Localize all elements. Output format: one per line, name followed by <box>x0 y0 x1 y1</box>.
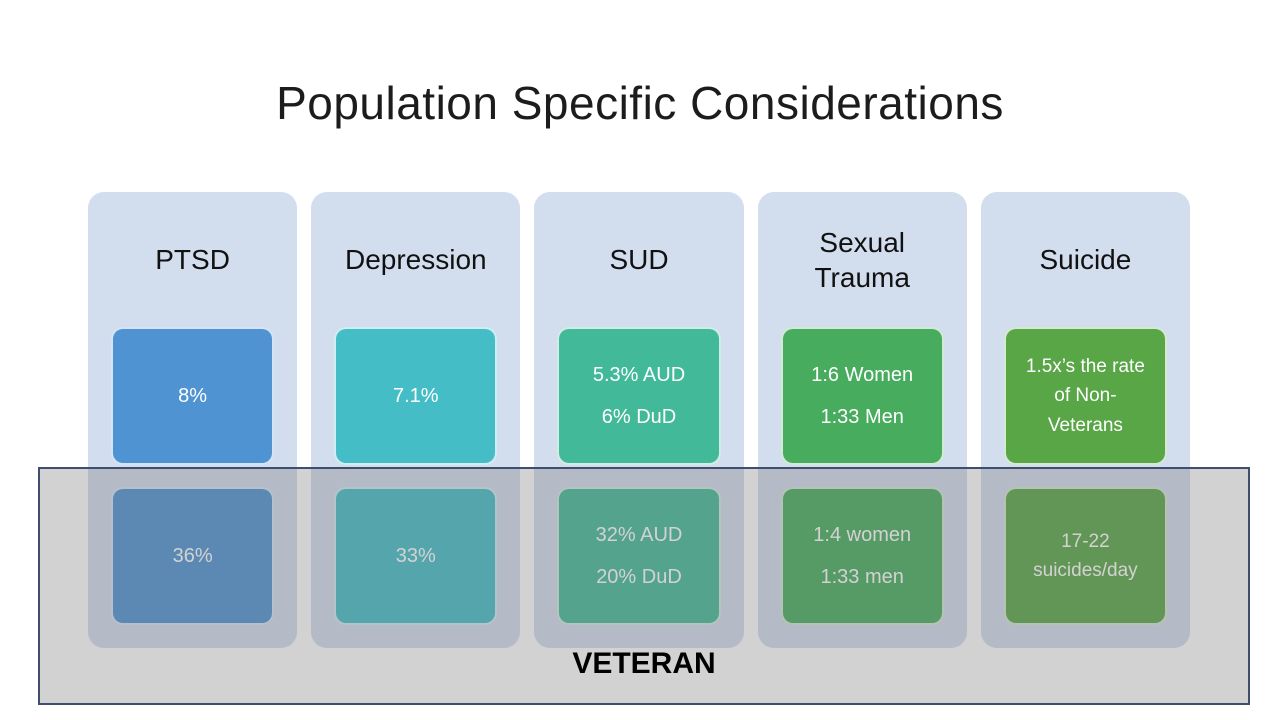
stat-box-general: 1.5x’s the rate of Non-Veterans <box>1003 327 1168 465</box>
stat-box-veteran: 17-22 suicides/day <box>1003 487 1168 625</box>
stat-box-veteran: 1:4 women 1:33 men <box>780 487 944 625</box>
stat-value: 1:4 women <box>813 524 912 546</box>
column-sud: SUD 5.3% AUD 6% DuD 32% AUD 20% DuD <box>534 192 744 648</box>
stat-box-general: 5.3% AUD 6% DuD <box>557 327 721 465</box>
stat-value: 17-22 suicides/day <box>1033 530 1138 581</box>
column-suicide: Suicide 1.5x’s the rate of Non-Veterans … <box>980 192 1191 648</box>
stat-box-veteran: 32% AUD 20% DuD <box>557 487 721 625</box>
column-header: SUD <box>609 244 669 275</box>
stat-value: 20% DuD <box>596 566 682 588</box>
stat-value: 5.3% AUD <box>592 364 686 386</box>
stat-value: 36% <box>172 545 213 567</box>
stat-box-veteran: 33% <box>334 487 498 625</box>
columns-container: PTSD 8% 36% Depression 7.1% 33% SUD 5.3%… <box>88 192 1191 648</box>
stat-value: 1:33 Men <box>820 406 904 428</box>
stat-value: 8% <box>178 385 208 407</box>
column-depression: Depression 7.1% 33% <box>311 192 521 648</box>
veteran-label: VETERAN <box>572 647 716 680</box>
column-sexual-trauma: Sexual Trauma 1:6 Women 1:33 Men 1:4 wom… <box>757 192 967 648</box>
column-header: Depression <box>344 244 487 275</box>
stat-value: 7.1% <box>393 385 439 407</box>
column-header: Sexual Trauma <box>814 226 910 293</box>
column-header: PTSD <box>155 244 230 275</box>
stat-value: 1.5x’s the rate of Non-Veterans <box>1025 355 1145 436</box>
stat-box-general: 8% <box>111 327 275 465</box>
stat-value: 1:33 men <box>820 566 904 588</box>
column-ptsd: PTSD 8% 36% <box>88 192 298 648</box>
stat-box-general: 7.1% <box>334 327 498 465</box>
stat-value: 33% <box>395 545 436 567</box>
slide-title: Population Specific Considerations <box>276 77 1004 129</box>
stat-value: 6% DuD <box>601 406 677 428</box>
column-header: Suicide <box>1039 244 1132 275</box>
veteran-overlay-band: VETERAN <box>38 467 1250 705</box>
stat-box-general: 1:6 Women 1:33 Men <box>780 327 944 465</box>
stat-value: 32% AUD <box>595 524 683 546</box>
stat-value: 1:6 Women <box>811 364 914 386</box>
stat-box-veteran: 36% <box>111 487 275 625</box>
